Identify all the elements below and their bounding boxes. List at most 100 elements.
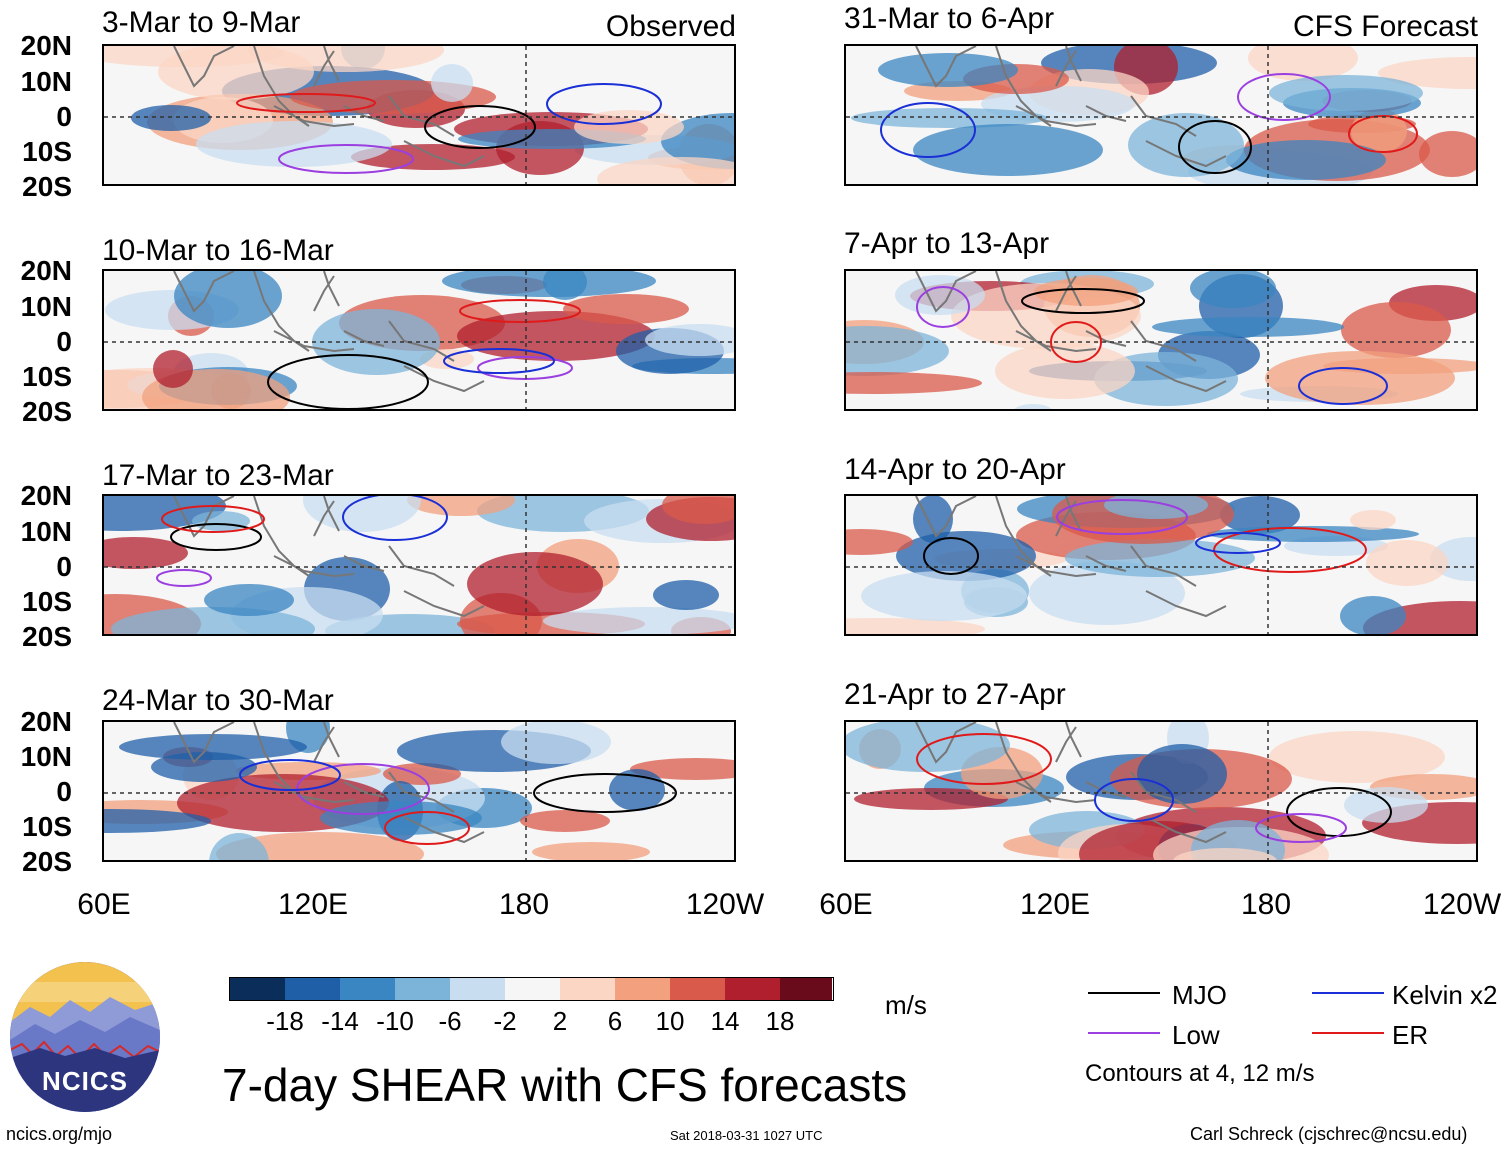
shear-shading [153, 350, 193, 388]
colorbar-cell [670, 978, 725, 1000]
lat-label: 10S [22, 586, 72, 617]
shear-shading [1104, 496, 1208, 519]
lat-label: 10S [22, 361, 72, 392]
shear-shading [520, 810, 610, 832]
map-panel-observed-4 [102, 720, 736, 862]
colorbar-cell [340, 978, 395, 1000]
shear-shading [913, 124, 1103, 176]
colorbar-units: m/s [885, 990, 927, 1020]
coastline [173, 722, 485, 844]
anomaly-contour [161, 505, 265, 533]
footer-timestamp: Sat 2018-03-31 1027 UTC [670, 1128, 823, 1143]
legend-line-kelvin [1312, 992, 1384, 994]
map-graphic [104, 271, 734, 409]
colorbar-tick: 14 [710, 1006, 740, 1036]
anomaly-contour [170, 523, 262, 551]
coastline [915, 271, 1227, 393]
lon-label: 120W [685, 888, 765, 921]
colorbar-cell [560, 978, 615, 1000]
logo-mountains-icon [10, 962, 160, 1112]
shear-shading [895, 275, 985, 315]
lat-label: 10S [22, 136, 72, 167]
coastline [915, 496, 1227, 618]
forecast-label: CFS Forecast [1292, 10, 1478, 43]
anomaly-contour [923, 537, 979, 575]
anomaly-contour [546, 83, 662, 125]
anomaly-contour [239, 759, 341, 791]
colorbar-tick: -14 [321, 1006, 359, 1036]
shear-shading [597, 157, 734, 184]
lat-label: 0 [56, 101, 72, 132]
footer-credit: Carl Schreck (cjschrec@ncsu.edu) [1190, 1124, 1468, 1144]
map-graphic [846, 722, 1476, 860]
legend-line-mjo [1088, 992, 1160, 994]
anomaly-contour [342, 496, 448, 541]
anomaly-contour [916, 733, 1052, 785]
shear-shading [351, 144, 515, 170]
panel-title-6: 7-Apr to 13-Apr [844, 227, 1050, 260]
lat-label: 0 [56, 776, 72, 807]
panel-title-3: 17-Mar to 23-Mar [102, 459, 334, 492]
anomaly-contour [477, 356, 573, 380]
anomaly-contour [880, 102, 976, 158]
shear-shading [174, 271, 282, 328]
observed-label: Observed [605, 10, 736, 43]
contours-note: Contours at 4, 12 m/s [1085, 1060, 1315, 1087]
lat-label: 10S [22, 811, 72, 842]
shear-shading [662, 496, 734, 524]
map-panel-forecast-3 [844, 494, 1478, 636]
lat-label: 20S [22, 396, 72, 427]
shear-shading [1419, 131, 1476, 177]
anomaly-contour [1255, 813, 1347, 843]
shear-shading [645, 324, 734, 356]
legend-label-mjo: MJO [1172, 980, 1227, 1010]
anomaly-contour [916, 286, 970, 328]
anomaly-contour [443, 348, 555, 374]
map-panel-observed-2 [102, 269, 736, 411]
map-graphic [104, 722, 734, 860]
shear-shading [1152, 317, 1344, 337]
ncics-logo: NCICS [10, 962, 160, 1112]
panel-title-8: 21-Apr to 27-Apr [844, 678, 1066, 711]
shear-shading [846, 529, 913, 555]
colorbar-tick: -18 [266, 1006, 304, 1036]
shear-shading [209, 833, 269, 860]
anomaly-contour [1021, 288, 1145, 314]
shear-shading [1344, 787, 1428, 823]
lon-label: 120E [1019, 888, 1091, 921]
shear-shading [543, 607, 734, 634]
anomaly-contour [278, 144, 414, 174]
lat-label: 0 [56, 326, 72, 357]
shear-shading [1265, 351, 1455, 405]
shear-shading [1341, 302, 1451, 358]
shear-shading [1350, 510, 1396, 530]
shear-shading [158, 46, 314, 100]
map-graphic [846, 271, 1476, 409]
colorbar-cell [450, 978, 505, 1000]
shear-shading [913, 496, 953, 543]
shear-shading [851, 108, 1047, 128]
map-panel-forecast-2 [844, 269, 1478, 411]
panel-title-2: 10-Mar to 16-Mar [102, 234, 334, 267]
anomaly-contour [1195, 532, 1281, 554]
anomaly-contour [236, 93, 376, 113]
footer-url[interactable]: ncics.org/mjo [6, 1124, 113, 1144]
lon-label: 180 [1240, 888, 1292, 921]
shear-shading [431, 64, 473, 102]
shear-shading [846, 326, 949, 376]
anomaly-contour [1178, 120, 1252, 174]
colorbar-cell [725, 978, 780, 1000]
lat-label: 20N [20, 255, 72, 286]
colorbar-cell [615, 978, 670, 1000]
anomaly-contour [1237, 73, 1331, 121]
colorbar-tick: -2 [493, 1006, 517, 1036]
shear-shading [104, 537, 188, 569]
shear-shading [1173, 848, 1277, 860]
map-panel-forecast-1 [844, 44, 1478, 186]
shear-shading [1137, 744, 1227, 804]
lat-label: 10N [20, 291, 72, 322]
shear-shading [563, 294, 689, 324]
anomaly-contour [424, 105, 536, 149]
coastline [915, 722, 1227, 844]
lon-label: 60E [77, 888, 131, 921]
